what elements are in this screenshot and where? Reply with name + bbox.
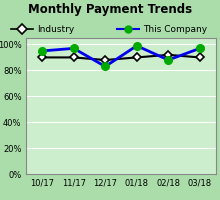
Text: Monthly Payment Trends: Monthly Payment Trends (28, 3, 192, 17)
Text: Industry: Industry (37, 24, 75, 33)
Text: This Company: This Company (143, 24, 207, 33)
